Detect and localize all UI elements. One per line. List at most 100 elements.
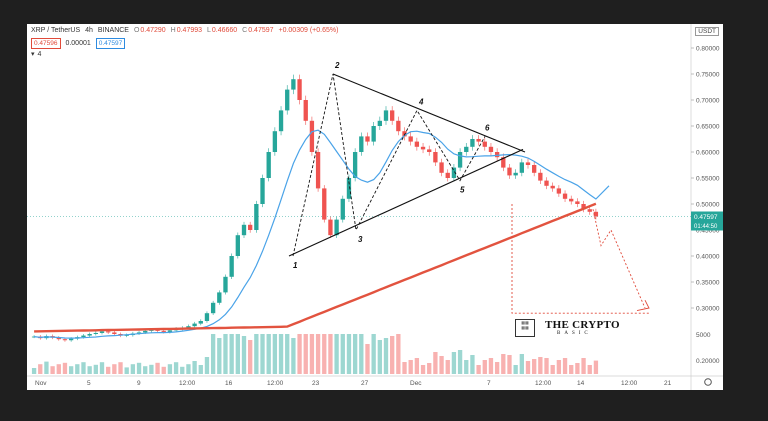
candle-body <box>408 136 413 142</box>
volume-bar <box>118 362 123 374</box>
ask-badge[interactable]: 0.47597 <box>95 38 126 49</box>
volume-bar <box>229 334 234 374</box>
volume-bar <box>106 366 111 374</box>
volume-bar <box>513 365 518 374</box>
price-tick-label: 0.60000 <box>696 149 720 156</box>
lower-trendline[interactable] <box>288 148 524 257</box>
bid-badge[interactable]: 0.47596 <box>31 38 61 49</box>
volume-bar <box>556 360 562 374</box>
candle-body <box>414 141 420 147</box>
price-chart[interactable]: 0.80000 0.75000 0.70000 0.65000 0.60000 0.550… <box>27 24 723 390</box>
volume-bar <box>180 366 185 374</box>
volume-bar <box>482 360 487 374</box>
target-projection-line[interactable] <box>511 204 649 314</box>
candle-body <box>359 136 364 152</box>
price-tick-label: 0.65000 <box>696 123 720 130</box>
settings-icon[interactable] <box>704 378 712 386</box>
volume-bar <box>68 366 74 374</box>
candle-body <box>291 79 296 90</box>
projection-path[interactable] <box>592 209 646 309</box>
volume-bar <box>99 362 105 374</box>
low-label: L <box>206 27 211 34</box>
volume-bar <box>210 334 216 374</box>
volume-bar <box>136 362 142 374</box>
candle-body <box>507 167 512 176</box>
candle-body <box>464 146 469 152</box>
symbol-name[interactable]: XRP / TetherUS <box>31 27 81 34</box>
volume-bar <box>457 350 463 374</box>
volume-bar <box>587 365 592 374</box>
symbol-legend: XRP / TetherUS 4h BINANCE O0.47290 H0.47… <box>31 27 341 34</box>
indicator-count: 4 <box>37 51 42 58</box>
candle-body <box>550 185 555 189</box>
time-tick-label: 21 <box>664 380 672 387</box>
ma-fast-line[interactable] <box>34 129 610 339</box>
pattern-point-label: 2 <box>334 61 340 70</box>
indicator-legend[interactable]: ▾ 4 <box>31 50 44 58</box>
volume-bar <box>254 334 259 374</box>
current-price-label: 0.47597 <box>694 214 718 221</box>
volume-bar <box>44 361 49 374</box>
collapse-icon[interactable]: ▾ <box>31 51 35 58</box>
volume-bar <box>507 355 512 374</box>
quote-legend: 0.47596 0.00001 0.47597 <box>31 38 128 49</box>
volume-bar <box>161 366 166 374</box>
candle-body <box>470 139 475 147</box>
candle-body <box>297 79 302 100</box>
volume-bar <box>272 334 278 374</box>
volume-bar <box>192 361 197 374</box>
volume-bar <box>476 365 481 374</box>
pattern-point-label: 6 <box>485 123 490 132</box>
candle-body <box>377 120 382 126</box>
time-tick-label: 12:00 <box>621 380 638 387</box>
pattern-point-label: 3 <box>358 235 363 244</box>
candle-body <box>451 167 457 178</box>
price-tick-label: 0.35000 <box>696 279 720 286</box>
volume-tick-label: 5000 <box>696 332 711 339</box>
volume-bar <box>408 360 413 374</box>
volume-bar <box>291 338 296 374</box>
exchange-label: BINANCE <box>97 27 129 34</box>
low-value: 0.46660 <box>211 27 238 34</box>
volume-bar <box>377 340 382 374</box>
volume-bar <box>241 336 247 374</box>
volume-bar <box>439 356 444 374</box>
candle-body <box>278 110 284 132</box>
candle-body <box>581 204 586 210</box>
volume-bar <box>62 362 68 374</box>
volume-bar <box>575 363 580 374</box>
candle-body <box>538 172 543 181</box>
time-tick-label: 9 <box>137 380 141 387</box>
candle-body <box>186 326 191 328</box>
volume-bar <box>50 366 55 374</box>
time-tick-label: 14 <box>577 380 585 387</box>
interval-label[interactable]: 4h <box>85 27 93 34</box>
projection-arrow-icon <box>636 299 650 312</box>
spread-value: 0.00001 <box>65 40 91 47</box>
candle-body <box>420 146 426 150</box>
price-tick-label: 0.40000 <box>696 253 720 260</box>
time-tick-label: 16 <box>225 380 233 387</box>
volume-bar <box>433 352 438 374</box>
candle-body <box>322 188 327 220</box>
volume-bar <box>427 363 432 374</box>
pattern-zigzag[interactable] <box>292 73 486 257</box>
volume-bar <box>315 334 321 374</box>
candle-body <box>482 141 487 147</box>
ma-slow-line[interactable] <box>34 202 597 333</box>
candle-body <box>371 126 376 142</box>
volume-bar <box>451 352 457 374</box>
candle-body <box>56 337 61 340</box>
upper-trendline[interactable] <box>332 73 526 153</box>
candle-body <box>569 198 574 202</box>
time-tick-label: 27 <box>361 380 369 387</box>
volume-bar <box>420 365 426 374</box>
volume-bar <box>390 336 395 374</box>
candle-body <box>525 162 531 165</box>
volume-bar <box>223 334 228 374</box>
candle-body <box>340 198 345 220</box>
candle-body <box>235 235 240 256</box>
currency-label[interactable]: USDT <box>695 27 719 36</box>
candle-body <box>155 329 160 331</box>
volume-bar <box>87 366 92 374</box>
